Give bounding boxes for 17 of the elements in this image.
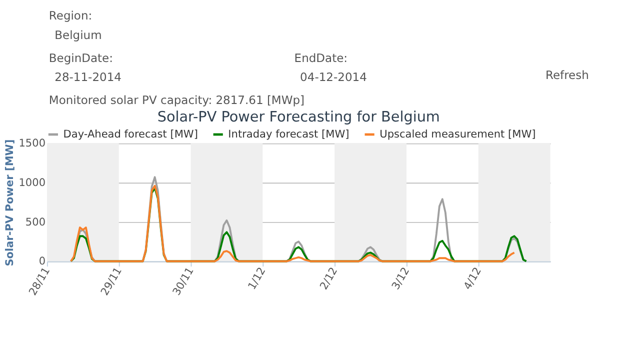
chart-title: Solar-PV Power Forecasting for Belgium bbox=[157, 109, 440, 126]
text: EndDate: bbox=[294, 50, 348, 65]
legend-label: Upscaled measurement [MW] bbox=[380, 128, 536, 140]
y-tick-label: 0 bbox=[38, 256, 46, 268]
y-tick-label: 500 bbox=[25, 216, 46, 228]
text: BeginDate: bbox=[48, 50, 113, 65]
legend-label: Intraday forecast [MW] bbox=[228, 128, 350, 140]
text: Monitored solar PV capacity: 2817.61 [MWp] bbox=[48, 93, 305, 108]
y-axis-title: Solar-PV Power [MW] bbox=[4, 139, 16, 266]
text: 04-12-2014 bbox=[300, 70, 367, 84]
legend-label: Day-Ahead forecast [MW] bbox=[63, 128, 198, 140]
y-tick-label: 1000 bbox=[18, 177, 46, 190]
y-tick-label: 1500 bbox=[18, 138, 46, 150]
text: Refresh bbox=[545, 68, 589, 82]
text: Belgium bbox=[54, 28, 102, 42]
text: Region: bbox=[48, 8, 92, 23]
text: 28-11-2014 bbox=[54, 70, 122, 84]
